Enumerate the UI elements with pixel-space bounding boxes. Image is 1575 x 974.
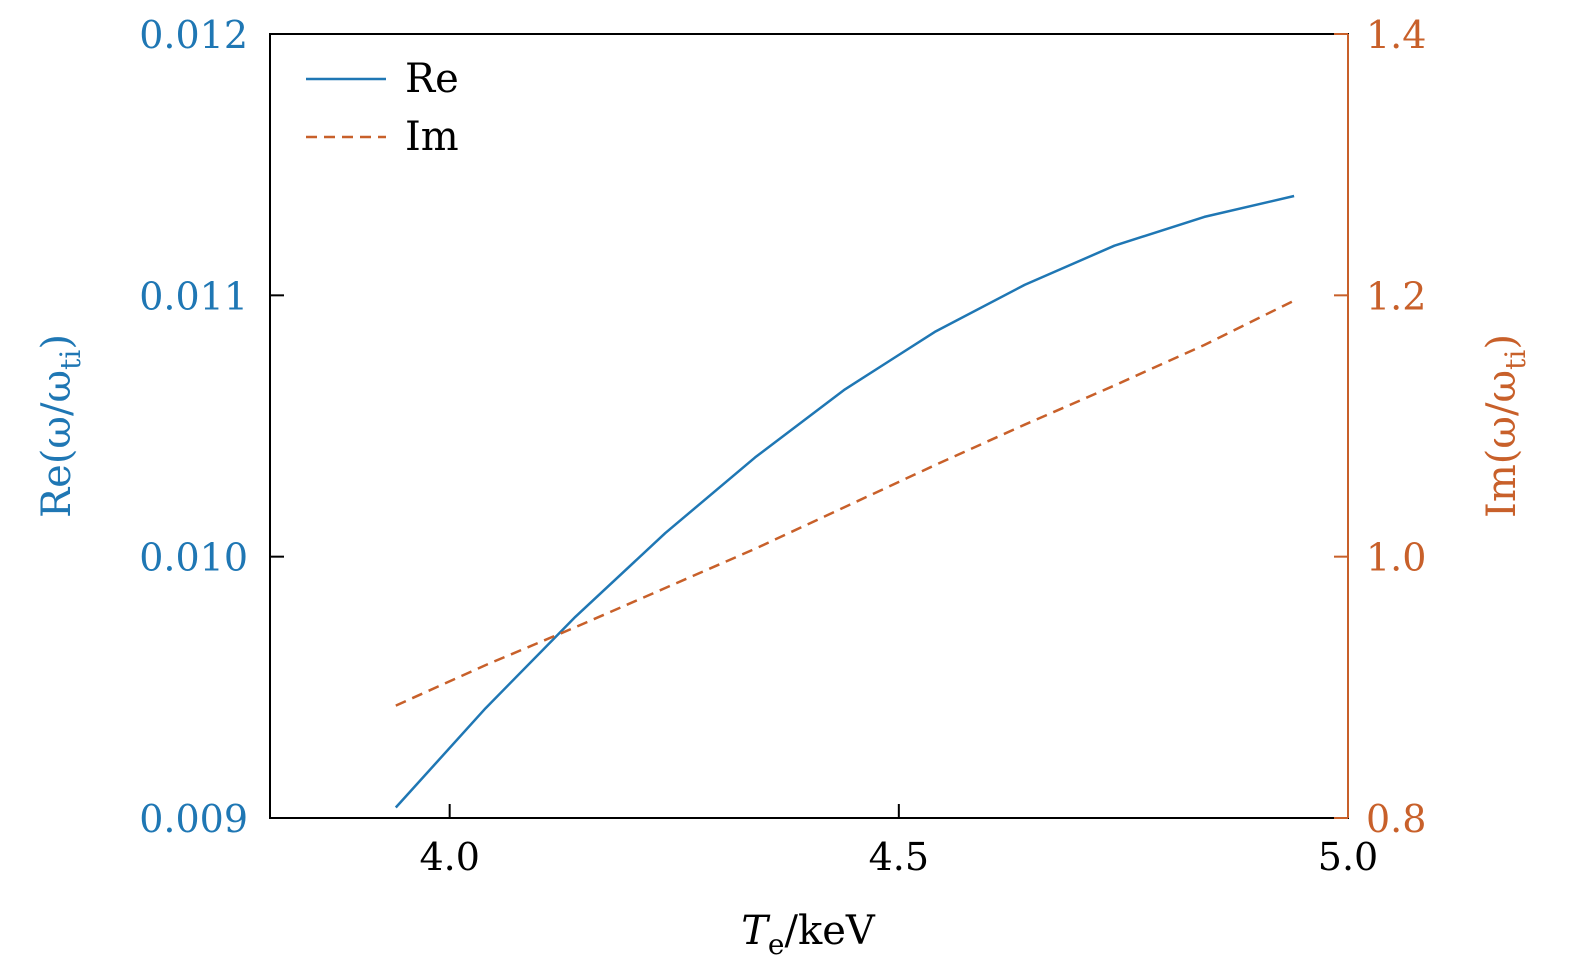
legend: Re Im <box>306 56 459 160</box>
x-axis-title: Te/keV <box>741 908 876 961</box>
series-line-im <box>395 299 1295 707</box>
legend-label-im: Im <box>405 114 459 160</box>
legend-label-re: Re <box>405 56 459 102</box>
y-left-tick-label: 0.009 <box>139 797 248 841</box>
y-left-tick-label: 0.011 <box>139 274 248 318</box>
y-right-tick-label: 1.2 <box>1366 274 1426 318</box>
x-tick-label: 4.0 <box>419 835 479 879</box>
y-right-tick-label: 1.4 <box>1366 13 1426 57</box>
y-right-tick-label: 1.0 <box>1366 536 1426 580</box>
x-tick-label: 5.0 <box>1318 835 1378 879</box>
tick-layer: 4.0 4.5 5.0 0.009 0.010 0.011 0.012 0.8 1.0 1.2 1.… <box>139 13 1426 879</box>
x-tick-label: 4.5 <box>869 835 929 879</box>
y-left-axis-title: Re(ω/ωti) <box>34 334 87 518</box>
series-line-re <box>394 194 1295 809</box>
y-right-axis-title: Im(ω/ωti) <box>1479 334 1532 518</box>
series-layer <box>394 194 1295 809</box>
y-left-tick-label: 0.010 <box>139 536 248 580</box>
y-right-tick-label: 0.8 <box>1366 797 1426 841</box>
y-left-tick-label: 0.012 <box>139 13 248 57</box>
